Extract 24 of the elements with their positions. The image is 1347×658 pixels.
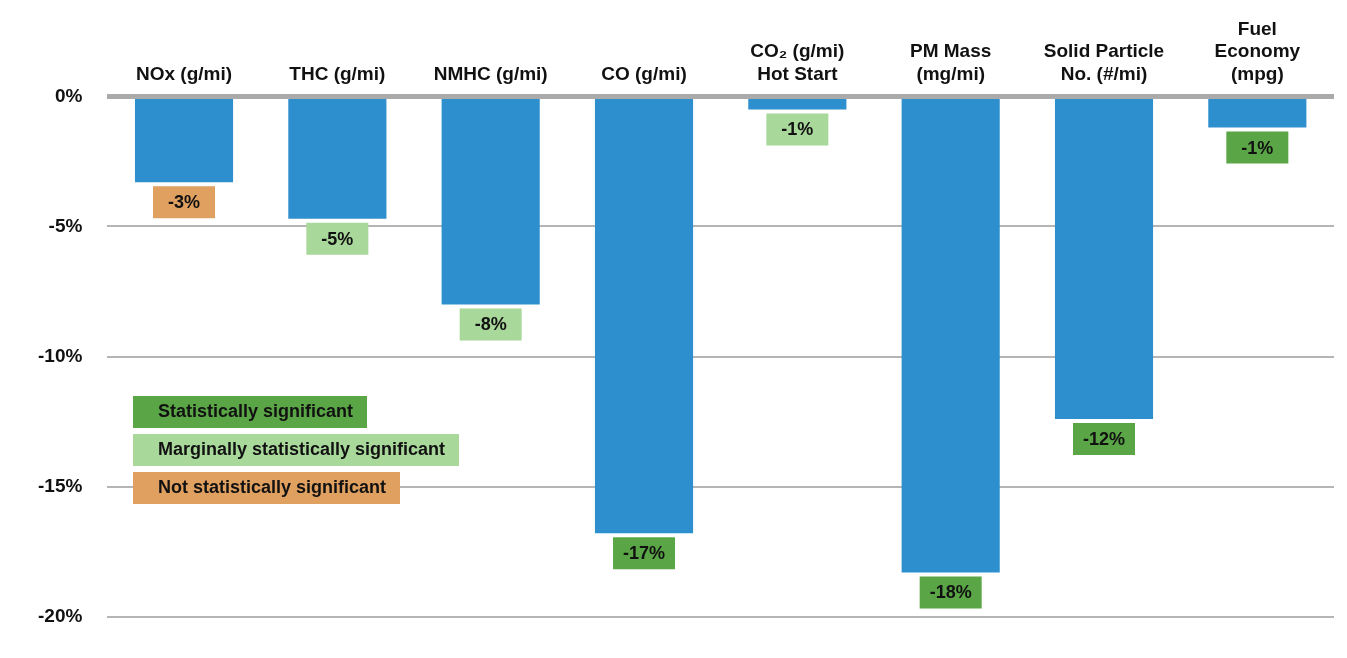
y-tick-label: 0% [54,84,83,106]
text: -1% [781,119,814,140]
legend-entry: Statistically significant [133,396,368,428]
text: -1% [1241,137,1274,158]
text: -17% [623,543,666,564]
y-tick-label: -20% [38,604,83,626]
y-tick-label: -15% [38,474,83,496]
text: -8% [474,314,507,335]
text: -3% [168,192,201,213]
x-tick-label: Fuel Economy (mpg) [1214,17,1301,85]
text: -18% [929,582,972,603]
x-tick-label: Solid Particle No. (#/mi) [1043,40,1165,85]
x-tick-label: NOx (g/mi) [135,63,233,85]
legend-entry: Not statistically significant [133,472,401,504]
x-tick-label: NMHC (g/mi) [433,63,548,85]
text: -12% [1082,428,1126,449]
x-tick-label: CO₂ (g/mi) Hot Start [750,40,845,85]
y-tick-label: -10% [38,344,83,366]
x-tick-label: THC (g/mi) [289,63,386,85]
text: -5% [321,228,354,249]
x-tick-label: CO (g/mi) [601,63,687,85]
y-tick-label: -5% [48,214,83,236]
legend-entry: Marginally statistically significant [133,434,460,466]
x-tick-label: PM Mass (mg/mi) [910,40,992,85]
